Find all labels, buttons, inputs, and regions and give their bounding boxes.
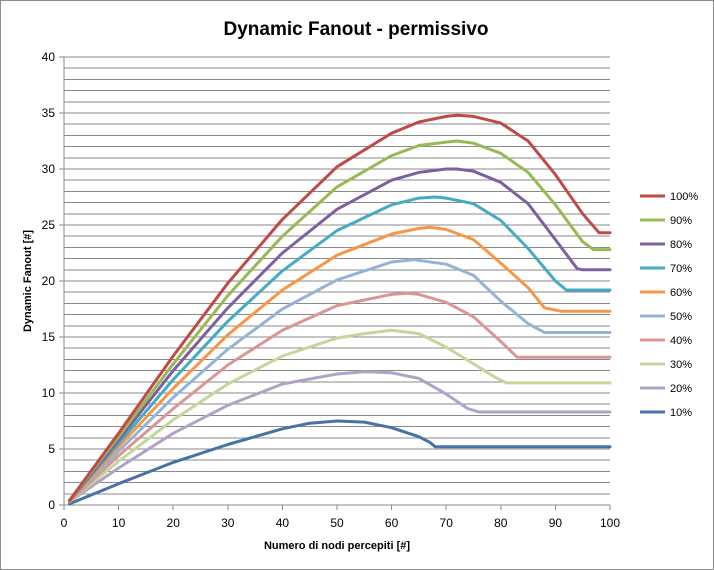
series-line-40pct [68, 291, 612, 504]
legend-label: 20% [670, 383, 692, 395]
x-axis-title: Numero di nodi percepiti [#] [264, 540, 410, 552]
series-line-20pct [68, 370, 612, 504]
x-tick-label: 100 [600, 516, 620, 530]
series-line-60pct [68, 225, 612, 504]
series-line-80pct [68, 167, 612, 502]
legend-label: 10% [670, 407, 692, 419]
series-line-50pct [68, 258, 612, 504]
legend-label: 100% [670, 191, 698, 203]
legend-label: 90% [670, 215, 692, 227]
axes [59, 56, 611, 510]
y-tick-label: 0 [48, 498, 55, 512]
x-tick-label: 90 [549, 516, 563, 530]
x-tick-label: 50 [330, 516, 344, 530]
series-line-100pct [68, 113, 612, 502]
y-tick-label: 20 [42, 274, 56, 288]
legend-label: 70% [670, 263, 692, 275]
y-tick-label: 40 [42, 50, 56, 64]
series-line-90pct [68, 139, 612, 502]
gridlines [64, 56, 610, 495]
x-tick-label: 80 [494, 516, 508, 530]
y-axis-title: Dynamic Fanout [#] [22, 230, 34, 332]
y-tick-label: 35 [42, 106, 56, 120]
y-tick-label: 25 [42, 218, 56, 232]
y-tick-label: 30 [42, 162, 56, 176]
y-tick-label: 5 [48, 442, 55, 456]
series-line-30pct [68, 328, 612, 504]
legend: 100% 90% 80% 70% 60% 50% 40% 30% 20% 10% [640, 191, 698, 419]
x-tick-label: 70 [440, 516, 454, 530]
legend-label: 40% [670, 335, 692, 347]
x-tick-label: 30 [221, 516, 235, 530]
y-tick-label: 15 [42, 330, 56, 344]
legend-label: 30% [670, 359, 692, 371]
series-lines [68, 113, 612, 506]
y-tick-label: 10 [42, 386, 56, 400]
x-tick-label: 10 [112, 516, 126, 530]
series-line-10pct [68, 419, 612, 506]
x-tick-label: 0 [61, 516, 68, 530]
legend-label: 80% [670, 239, 692, 251]
x-tick-label: 40 [276, 516, 290, 530]
x-tick-label: 60 [385, 516, 399, 530]
legend-label: 60% [670, 287, 692, 299]
series-line-70pct [68, 195, 612, 502]
chart-title: Dynamic Fanout - permissivo [223, 19, 488, 40]
x-tick-label: 20 [167, 516, 181, 530]
legend-label: 50% [670, 311, 692, 323]
tick-labels: 0 5 10 15 20 25 30 35 40 0 10 20 30 40 50 60 70 80 90 100 [42, 50, 621, 530]
